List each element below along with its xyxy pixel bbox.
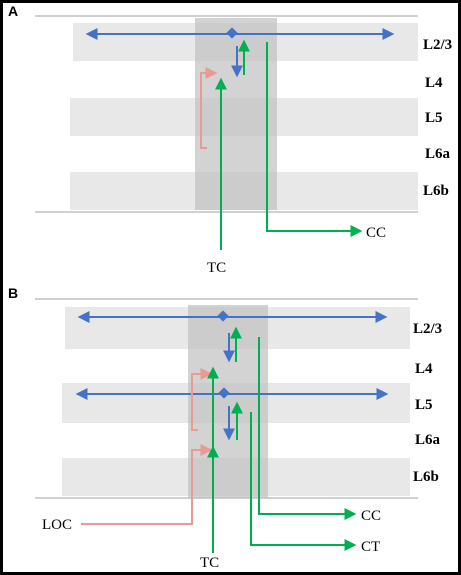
panel-b-label: B [8, 285, 18, 301]
panel-a-label: A [8, 3, 18, 19]
label-loc: LOC [42, 517, 72, 533]
label-tc: TC [207, 260, 226, 276]
cc-output-path [258, 337, 357, 520]
layer-label-l6b: L6b [413, 469, 439, 485]
loc-feedback-l4 [191, 368, 213, 431]
layer-label-l4: L4 [425, 75, 443, 91]
figure-canvas: A L2/3 L4 L5 L6a L6b TC CC B [3, 3, 458, 572]
neuron-marker-l23 [217, 310, 229, 322]
panel-a: A L2/3 L4 L5 L6a L6b TC CC [8, 3, 452, 276]
local-feedback-path [200, 67, 218, 149]
label-cc: CC [366, 225, 386, 241]
label-ct: CT [361, 539, 380, 555]
label-cc: CC [361, 508, 381, 524]
diagram-svg: A L2/3 L4 L5 L6a L6b TC CC B [8, 3, 452, 571]
panel-b: B L2/3 L4 L5 L6a L6b LOC TC CC CT [8, 285, 442, 571]
layer-label-l6a: L6a [415, 432, 441, 448]
cc-output-path [266, 42, 363, 237]
layer-label-l4: L4 [415, 361, 433, 377]
loc-input-path [81, 444, 213, 525]
layer-label-l6a: L6a [425, 146, 451, 162]
layer-label-l6b: L6b [423, 183, 449, 199]
layer-label-l5: L5 [415, 397, 433, 413]
layer-label-l23: L2/3 [413, 321, 442, 337]
label-tc: TC [200, 555, 219, 571]
ct-output-path [250, 412, 357, 551]
layer-label-l5: L5 [425, 110, 443, 126]
layer-label-l23: L2/3 [423, 37, 452, 53]
neuron-marker-l5 [218, 387, 230, 399]
